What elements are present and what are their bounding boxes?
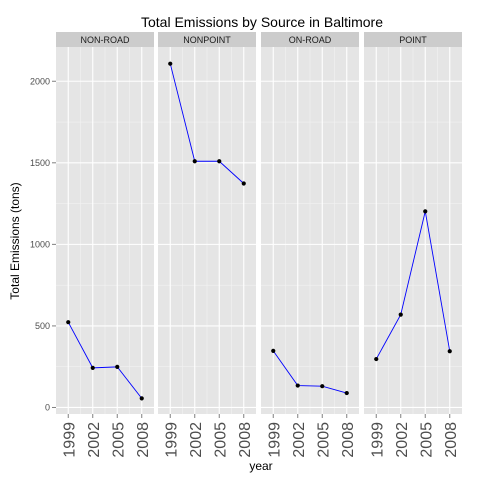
x-tick-label: 1999 xyxy=(369,422,386,458)
y-tick-label: 500 xyxy=(35,321,50,331)
facet-strip xyxy=(56,32,154,47)
facet-strip xyxy=(261,32,359,47)
y-tick-label: 2000 xyxy=(30,76,50,86)
x-tick-label: 2008 xyxy=(135,422,152,458)
data-point xyxy=(217,159,222,164)
data-point xyxy=(115,364,120,369)
data-point xyxy=(168,61,173,66)
x-tick-label: 2008 xyxy=(340,422,357,458)
x-tick-label: 2008 xyxy=(443,422,460,458)
x-tick-label: 2002 xyxy=(188,422,205,458)
facet-non-road: NON-ROAD 1999 2002 2005 2008 xyxy=(56,32,154,458)
facet-strip-label: NONPOINT xyxy=(183,35,231,45)
facet-strip xyxy=(364,32,462,47)
y-tick-label: 0 xyxy=(45,402,50,412)
y-tick-label: 1000 xyxy=(30,239,50,249)
data-point xyxy=(374,356,379,362)
series-line xyxy=(67,321,143,399)
x-tick-label: 2002 xyxy=(291,422,308,458)
x-tick-label: 2005 xyxy=(212,422,229,458)
data-point xyxy=(398,312,403,317)
data-point xyxy=(139,396,144,401)
facet-nonpoint: NONPOINT 1999 2002 2005 2008 xyxy=(158,32,256,458)
x-tick-label: 2002 xyxy=(86,422,103,458)
x-tick-label: 2002 xyxy=(394,422,411,458)
chart-title: Total Emissions by Source in Baltimore xyxy=(141,14,383,30)
series-line xyxy=(272,350,347,394)
y-tick-label: 1500 xyxy=(30,158,50,168)
x-tick-label: 2005 xyxy=(418,422,435,458)
facet-strip-label: NON-ROAD xyxy=(81,35,130,45)
data-point xyxy=(90,365,95,370)
facet-strip-label: POINT xyxy=(399,35,427,45)
x-tick-label: 2005 xyxy=(110,422,127,458)
data-point xyxy=(241,181,246,186)
x-tick-label: 1999 xyxy=(163,422,180,458)
y-axis: 0 500 1000 1500 2000 xyxy=(30,76,56,412)
x-axis-title: year xyxy=(249,459,272,473)
series-line xyxy=(169,63,245,184)
data-point xyxy=(192,159,197,164)
data-point xyxy=(344,390,349,396)
series-line xyxy=(375,211,451,360)
data-point xyxy=(295,383,300,388)
data-point xyxy=(271,348,276,354)
data-point xyxy=(320,384,325,389)
facet-strip-label: ON-ROAD xyxy=(289,35,332,45)
data-point xyxy=(66,320,71,325)
facet-on-road: ON-ROAD 1999 2002 2005 2008 xyxy=(261,32,359,458)
facet-panels: NON-ROAD 1999 2002 2005 2008 NONPOINT 1999 2002… xyxy=(56,32,462,458)
facet-point: POINT 1999 2002 2005 2008 xyxy=(364,32,462,458)
x-tick-label: 2008 xyxy=(237,422,254,458)
facet-strip xyxy=(158,32,256,47)
data-point xyxy=(423,209,428,214)
x-tick-label: 1999 xyxy=(266,422,283,458)
data-point xyxy=(447,349,452,354)
x-tick-label: 1999 xyxy=(61,422,78,458)
y-axis-title: Total Emissions (tons) xyxy=(8,182,22,299)
x-tick-label: 2005 xyxy=(315,422,332,458)
